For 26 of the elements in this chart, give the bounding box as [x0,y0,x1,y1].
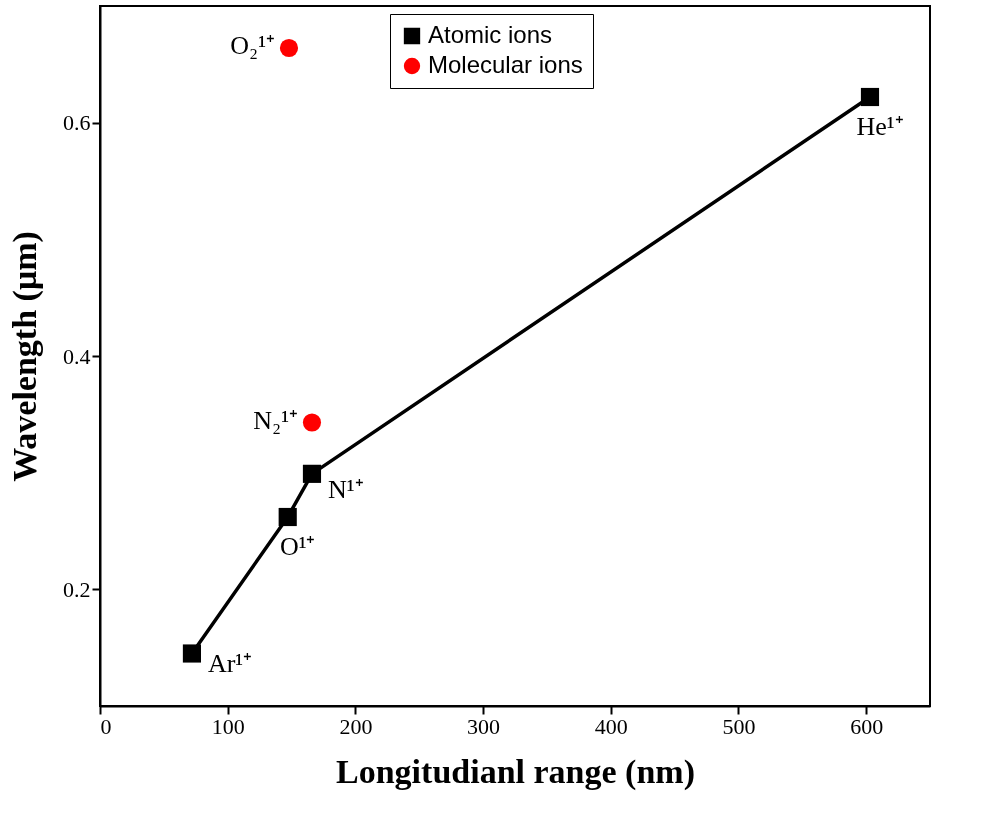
point [278,507,297,527]
legend-label: Atomic ions [428,21,553,48]
annotation: He¹⁺ [856,112,904,141]
annotation: Ar¹⁺ [207,648,253,678]
x-axis-title: Longitudianl range (nm) [336,752,695,791]
y-tick-label: 0.4 [63,343,91,369]
annotation: O₂¹⁺ [230,31,275,60]
y-axis-title: Wavelength (μm) [6,231,44,482]
x-tick-label: 600 [850,713,884,739]
x-tick-label: 200 [339,713,373,739]
x-tick-label: 0 [100,713,112,739]
y-tick-label: 0.6 [63,110,91,136]
x-tick-label: 100 [211,713,245,739]
point [279,38,299,58]
annotation: O¹⁺ [279,532,316,561]
y-tick-label: 0.2 [63,576,91,602]
annotation: N¹⁺ [327,474,364,504]
point [302,464,322,483]
point [860,87,880,107]
x-tick-label: 400 [594,713,628,739]
x-tick-label: 500 [722,713,756,739]
point [302,413,322,432]
x-tick-label: 300 [467,713,501,739]
point [182,644,202,663]
annotation: N₂¹⁺ [253,405,298,435]
legend-label: Molecular ions [428,51,583,78]
